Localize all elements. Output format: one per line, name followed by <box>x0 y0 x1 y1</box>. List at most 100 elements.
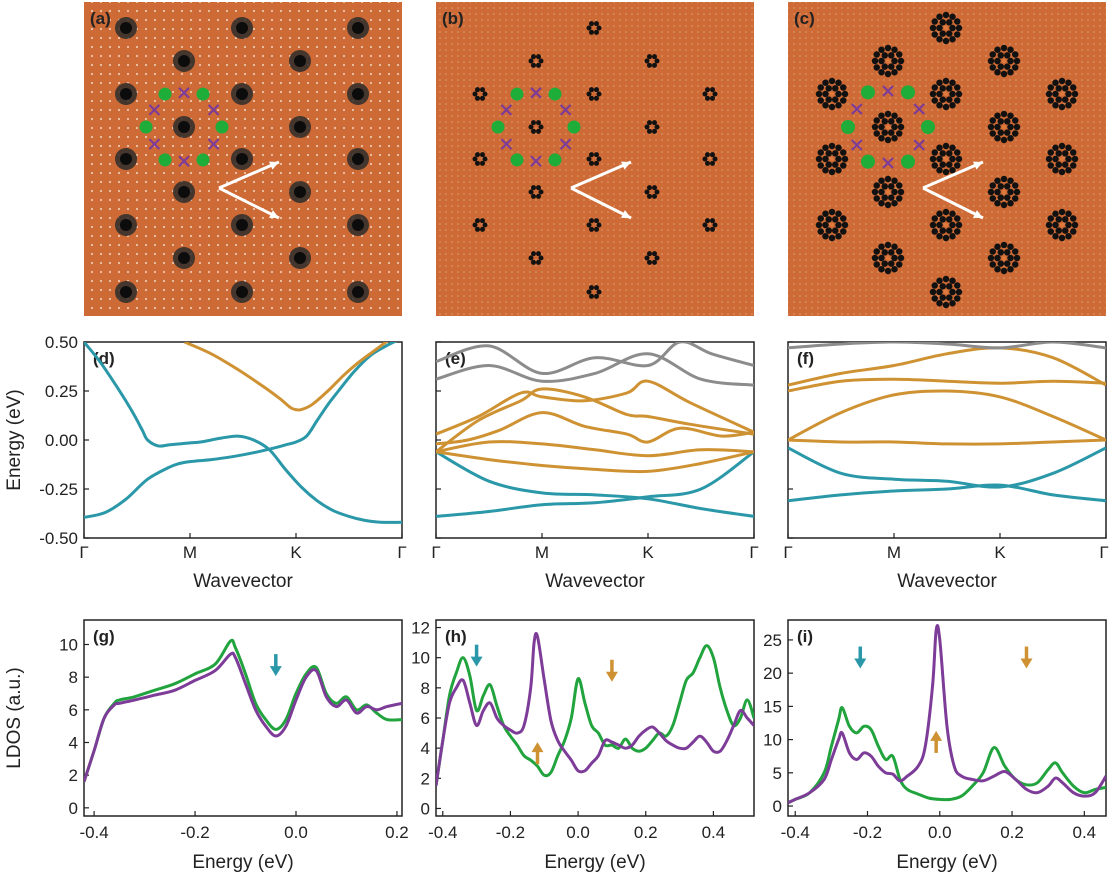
hole-site <box>1052 144 1059 151</box>
site-marker <box>861 85 875 100</box>
cross-marker <box>207 104 220 116</box>
hole-site <box>528 255 534 261</box>
hole-site <box>939 30 946 37</box>
hole-site <box>931 149 938 156</box>
hole-site <box>884 70 892 78</box>
lattice-panel-b: (b) <box>436 2 754 316</box>
hole-site <box>871 188 879 196</box>
hole-site <box>929 221 937 229</box>
hole-site <box>896 51 903 58</box>
hole-site <box>989 117 996 124</box>
hole-site <box>475 87 480 93</box>
hole-site <box>1071 221 1079 229</box>
hole-site <box>1000 267 1008 275</box>
hole-site <box>1004 118 1011 125</box>
hole-site <box>817 97 824 104</box>
band-line <box>788 438 1106 446</box>
kpoint-label: Γ <box>431 543 440 562</box>
hole-site <box>705 160 710 166</box>
hole-site <box>954 84 961 91</box>
hole-site <box>832 216 839 223</box>
hole-site <box>1070 162 1077 169</box>
band-line <box>436 387 754 454</box>
hole-site <box>1000 110 1008 118</box>
hole-site <box>1052 233 1059 240</box>
hole-site <box>873 130 880 137</box>
hole-site <box>1065 167 1072 174</box>
hole-site <box>946 96 953 103</box>
marker-arrowhead <box>1020 658 1033 669</box>
hole-site <box>528 189 534 195</box>
hole-site <box>949 210 956 217</box>
hole-site <box>652 128 657 134</box>
hole-site <box>997 194 1004 201</box>
x-tick-label: 0.4 <box>702 823 726 842</box>
hole-site <box>120 219 132 231</box>
kpoint-label: M <box>183 543 197 562</box>
hole-site <box>946 283 953 290</box>
hole-site <box>652 259 657 265</box>
hole-site <box>987 254 995 262</box>
y-tick-label: 20 <box>763 664 782 683</box>
hole-site <box>589 218 594 224</box>
hole-site <box>594 21 599 27</box>
hole-site <box>705 152 710 158</box>
panel-label-f: (f) <box>797 349 814 368</box>
marker-arrowhead <box>854 658 867 669</box>
hole-site <box>120 22 132 34</box>
hole-site <box>891 266 898 273</box>
hole-site <box>936 90 943 98</box>
hole-site <box>936 102 943 109</box>
panel-label-g: (g) <box>93 627 115 646</box>
hole-site <box>942 275 950 283</box>
hole-site <box>955 155 963 163</box>
site-marker <box>139 120 153 134</box>
hole-site <box>942 208 950 216</box>
hole-site <box>589 285 594 291</box>
hole-site <box>1055 150 1062 157</box>
hole-site <box>954 18 961 25</box>
hole-site <box>828 103 836 111</box>
hole-site <box>936 155 943 163</box>
hole-site <box>828 208 836 216</box>
hole-site <box>832 96 839 103</box>
hole-site <box>878 266 885 273</box>
hole-site <box>482 91 488 97</box>
lattice-vector-arrowhead <box>973 210 983 218</box>
y-tick-label: 15 <box>763 697 782 716</box>
band-line <box>84 342 402 524</box>
hole-site <box>897 57 905 65</box>
hole-site <box>178 55 190 67</box>
hole-site <box>1013 57 1021 65</box>
hole-site <box>936 36 943 43</box>
cross-marker <box>882 85 894 97</box>
hole-site <box>1065 233 1072 240</box>
ldos-xlabel-h: Energy (eV) <box>544 852 645 873</box>
site-marker <box>215 120 229 134</box>
hole-site <box>589 21 594 27</box>
hole-site <box>939 227 946 234</box>
hole-site <box>705 226 710 232</box>
hole-site <box>710 152 715 158</box>
hole-site <box>989 182 996 189</box>
hole-site <box>884 201 892 209</box>
hole-site <box>1007 123 1014 131</box>
ldos-panel-i: (i) -0.4 -0.2 0.0 0.2 0.4 0 5 10 15 20 25 <box>763 619 1107 842</box>
hole-site <box>891 243 898 250</box>
hole-site <box>120 286 132 298</box>
hole-site <box>881 194 888 201</box>
hole-site <box>1012 51 1019 58</box>
hole-site <box>586 289 592 295</box>
hole-site <box>178 121 190 133</box>
hole-site <box>878 69 885 76</box>
y-tick-label: 4 <box>421 739 430 758</box>
hole-site <box>946 19 953 26</box>
hole-site <box>647 259 652 265</box>
y-tick-label: 8 <box>69 668 78 687</box>
hole-site <box>888 249 895 256</box>
hole-site <box>994 69 1001 76</box>
x-tick-label: 0.2 <box>385 823 409 842</box>
hole-site <box>475 152 480 158</box>
hole-center <box>944 223 948 227</box>
cross-marker <box>148 138 161 150</box>
